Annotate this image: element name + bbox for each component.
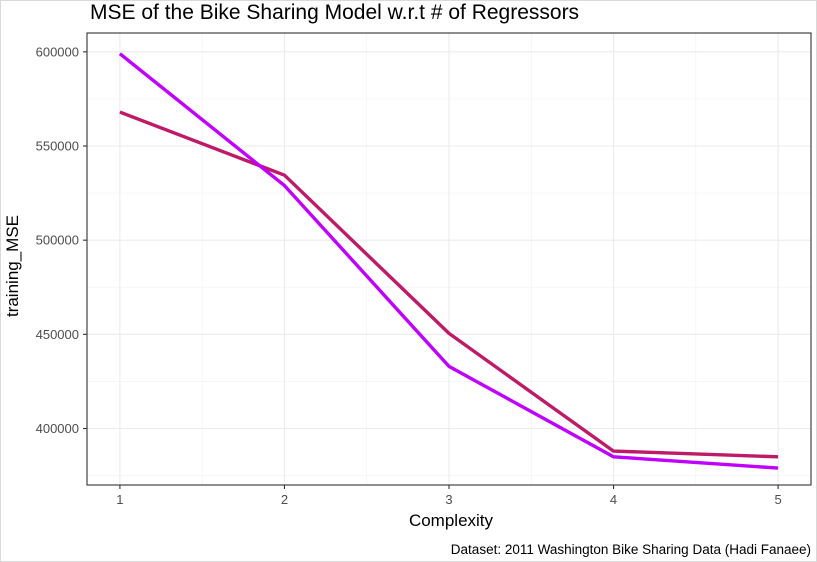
chart-title: MSE of the Bike Sharing Model w.r.t # of… — [90, 1, 580, 24]
x-tick-label: 3 — [445, 492, 452, 507]
major-gridlines — [87, 33, 811, 485]
series-lines — [118, 52, 779, 470]
y-tick-label: 400000 — [36, 421, 79, 436]
y-tick-label: 500000 — [36, 233, 79, 248]
x-tick-label: 4 — [610, 492, 617, 507]
y-axis-ticks: 400000 450000 500000 550000 600000 — [36, 44, 87, 436]
y-axis-label: training_MSE — [3, 214, 22, 318]
chart-caption: Dataset: 2011 Washington Bike Sharing Da… — [450, 542, 811, 557]
y-tick-label: 600000 — [36, 44, 79, 59]
y-tick-label: 550000 — [36, 139, 79, 154]
x-axis-ticks: 1 2 3 4 5 — [116, 485, 782, 507]
x-tick-label: 2 — [281, 492, 288, 507]
y-tick-label: 450000 — [36, 327, 79, 342]
series-line-2 — [118, 52, 779, 470]
x-axis-label: Complexity — [408, 511, 494, 530]
x-tick-label: 5 — [774, 492, 781, 507]
x-tick-label: 1 — [116, 492, 123, 507]
series-line-1 — [119, 110, 779, 459]
